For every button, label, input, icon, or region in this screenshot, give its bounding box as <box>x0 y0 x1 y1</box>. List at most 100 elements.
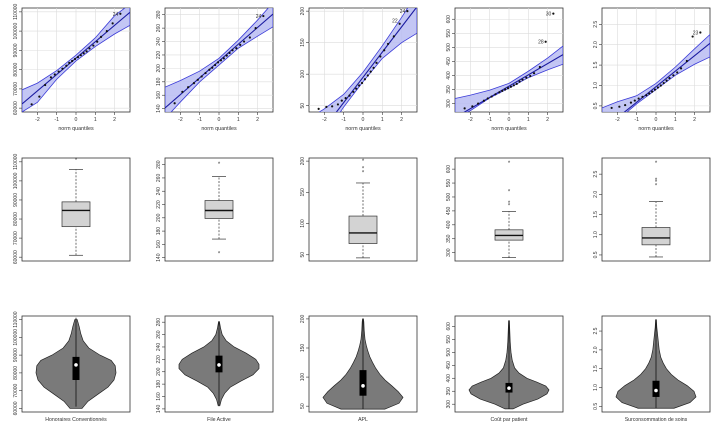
y-tick-label: 140 <box>156 253 162 262</box>
y-tick-label: 200 <box>156 213 162 222</box>
qq-point <box>336 103 340 106</box>
y-tick-label: 60000 <box>13 101 19 115</box>
x-tick-label: -2 <box>468 117 473 123</box>
qq-point <box>239 43 242 47</box>
qq-point <box>38 95 41 98</box>
qq-point <box>398 22 401 25</box>
qq-point <box>518 80 521 83</box>
violin-panel-2: 140 160 180 200 220 240 260 280 File Active <box>156 315 274 423</box>
y-tick-label: 100000 <box>13 23 19 40</box>
qq-point <box>30 103 33 106</box>
qq-point <box>651 90 654 93</box>
qq-point <box>653 88 657 91</box>
outlier-point: * <box>75 158 78 164</box>
violin-variable-label: File Active <box>207 417 231 423</box>
qq-point <box>659 84 662 87</box>
x-tick-label: 2 <box>113 117 116 123</box>
y-tick-label: 1.5 <box>593 365 599 372</box>
qq-point <box>665 79 668 82</box>
y-tick-label: 240 <box>156 37 162 46</box>
boxplot: **** <box>494 161 524 259</box>
qq-point <box>216 61 220 64</box>
qq-point <box>521 78 524 81</box>
y-tick-label: 450 <box>446 57 452 66</box>
qq-point <box>618 105 621 108</box>
y-tick-label: 450 <box>446 207 452 216</box>
qq-point <box>262 14 265 18</box>
qq-point <box>231 49 234 52</box>
qq-point <box>648 92 651 95</box>
y-tick-label: 70000 <box>13 231 19 245</box>
boxplot: *** <box>348 159 378 259</box>
violin <box>615 319 697 409</box>
x-tick-label: 1 <box>527 117 530 123</box>
x-tick-label: 1 <box>381 117 384 123</box>
violin-median-dot <box>507 386 511 390</box>
y-tick-label: 200 <box>300 157 306 166</box>
qq-point <box>383 49 386 52</box>
qq-point <box>662 81 665 85</box>
qq-point <box>645 94 648 97</box>
qq-point <box>610 106 613 110</box>
outlier-label: 22 <box>392 19 398 25</box>
y-tick-label: 50 <box>300 252 306 258</box>
qq-point <box>211 66 214 69</box>
violin-variable-label: Coût par patient <box>491 417 528 423</box>
y-tick-label: 1.5 <box>593 211 599 218</box>
y-tick-label: 70000 <box>13 82 19 96</box>
y-tick-label: 1.0 <box>593 82 599 89</box>
outlier-point: * <box>362 159 365 165</box>
y-tick-label: 280 <box>156 318 162 327</box>
y-tick-label: 2.5 <box>593 327 599 334</box>
y-tick-label: 400 <box>446 374 452 383</box>
qq-point <box>119 12 122 15</box>
x-axis-label: norm quantiles <box>58 126 94 132</box>
y-tick-label: 1.5 <box>593 61 599 68</box>
qq-point <box>501 89 504 93</box>
iqr-box <box>61 201 91 228</box>
y-tick-label: 80000 <box>13 212 19 226</box>
y-tick-label: 2.5 <box>593 21 599 28</box>
qq-plot-area <box>22 8 130 112</box>
y-tick-label: 450 <box>446 361 452 370</box>
qq-point <box>360 81 364 85</box>
violin <box>322 318 404 410</box>
qq-point <box>504 88 507 91</box>
qq-point <box>512 84 515 87</box>
qq-point <box>369 70 372 73</box>
qq-point <box>53 73 56 76</box>
scatter-panel-5: 0.5 1.0 1.5 2.0 2.5 23 -2 -1 0 1 2 norm quantiles <box>593 7 711 132</box>
y-tick-label: 150 <box>300 38 306 47</box>
qq-point <box>181 90 184 93</box>
violin <box>178 321 260 407</box>
qq-plot-area <box>455 8 563 112</box>
plot-frame <box>454 157 564 262</box>
qq-point <box>65 64 68 67</box>
qq-point <box>355 87 358 90</box>
violin-median-dot <box>217 363 221 367</box>
y-tick-label: 260 <box>156 24 162 33</box>
violin-iqr-bar <box>359 370 367 396</box>
qq-point <box>344 97 347 100</box>
y-tick-label: 220 <box>156 355 162 364</box>
y-tick-label: 300 <box>446 248 452 257</box>
qq-point <box>73 57 77 61</box>
outlier-point: * <box>508 189 511 195</box>
outlier-point: * <box>655 183 658 189</box>
x-tick-label: 0 <box>362 117 365 123</box>
qq-point <box>392 35 395 38</box>
y-tick-label: 500 <box>446 43 452 52</box>
violin-panel-3: 50 100 150 200 APL <box>300 315 418 423</box>
qq-point <box>363 78 367 81</box>
outlier-label: 24 <box>256 14 262 20</box>
qq-point <box>366 74 369 77</box>
qq-point <box>76 56 80 59</box>
scatter-panel-4: 300 350 400 450 500 550 600 30 28 -2 -1 0 1 2 norm qua… <box>446 7 564 132</box>
qq-point <box>99 35 103 38</box>
x-tick-label: 2 <box>693 117 696 123</box>
qq-point <box>672 74 675 77</box>
